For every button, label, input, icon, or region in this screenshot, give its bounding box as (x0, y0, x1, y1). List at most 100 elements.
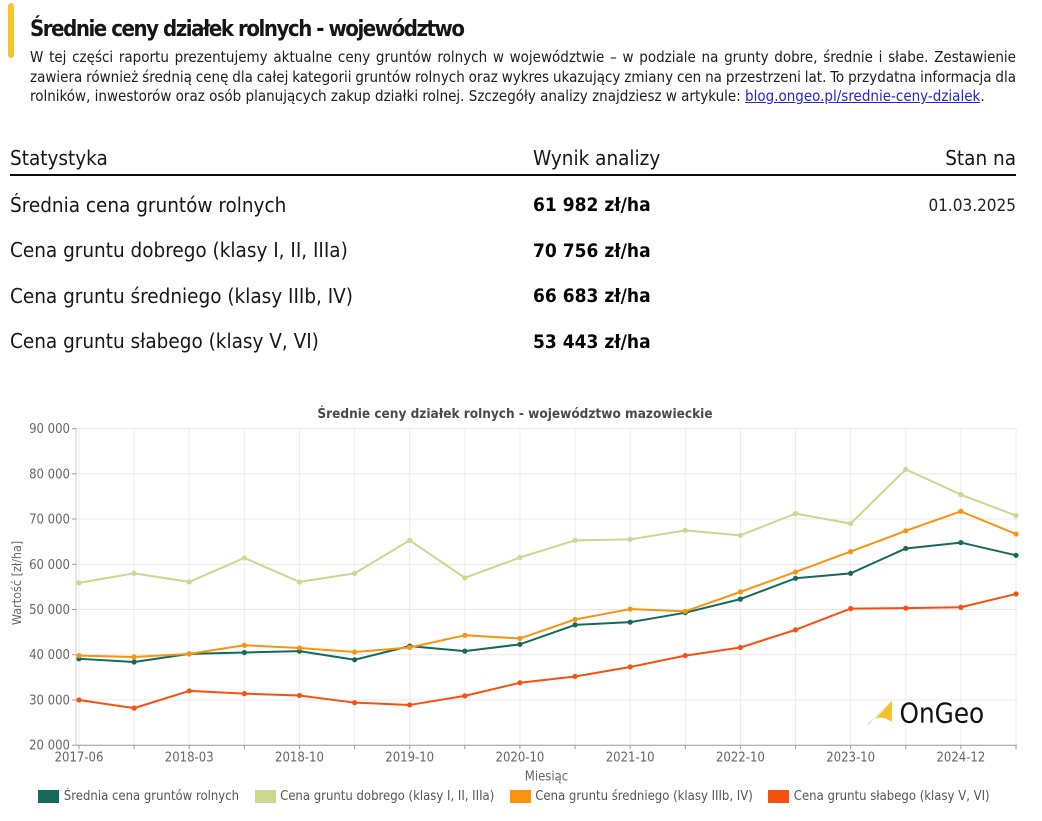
chart-legend: Średnia cena gruntów rolnych Cena gruntu… (0, 789, 1028, 804)
table-row-date: 01.03.2025 (928, 196, 1016, 216)
ongeo-watermark-text: OnGeo (900, 698, 985, 730)
x-axis-title: Miesiąc (525, 770, 568, 785)
x-tick-label: 2023-10 (826, 751, 875, 766)
article-link[interactable]: blog.ongeo.pl/srednie-ceny-dzialek (745, 87, 981, 106)
x-tick-label: 2020-10 (496, 751, 545, 766)
chart-data-point (572, 616, 578, 623)
legend-swatch-dobry (254, 790, 276, 803)
chart-data-point (517, 554, 523, 561)
legend-swatch-sredni (509, 790, 531, 803)
legend-item[interactable]: Cena gruntu dobrego (klasy I, II, IIIa) (254, 789, 495, 804)
intro-line-3-period: . (980, 87, 985, 106)
chart-data-point (572, 537, 578, 543)
chart-series-line (78, 468, 1017, 584)
y-tick-label: 90 000 (29, 422, 70, 437)
legend-label-srednia: Średnia cena gruntów rolnych (63, 789, 240, 804)
chart-data-point (131, 705, 137, 711)
chart-data-point (792, 627, 799, 633)
y-tick-label: 40 000 (29, 648, 70, 663)
chart-data-point (737, 589, 744, 595)
chart-data-point (241, 642, 247, 648)
chart-data-point (792, 575, 799, 581)
chart-data-point (737, 596, 744, 602)
y-tick-label: 30 000 (29, 693, 70, 708)
chart-data-point (627, 619, 633, 625)
chart-data-point (517, 635, 523, 642)
chart-data-point (682, 608, 688, 614)
table-row-value: 61 982 zł/ha (533, 194, 651, 216)
table-header-wynik-analizy: Wynik analizy (533, 146, 661, 170)
table-row-label: Cena gruntu średniego (klasy IIIb, IV) (10, 283, 353, 308)
chart-data-point (958, 604, 964, 610)
chart-data-point (848, 606, 854, 612)
intro-paragraph: W tej części raportu prezentujemy aktual… (30, 48, 1016, 107)
chart-data-point (627, 664, 633, 670)
chart-data-point (241, 691, 247, 697)
chart-data-point (296, 579, 303, 585)
chart-series-line (78, 592, 1017, 710)
table-row-label: Średnia cena gruntów rolnych (10, 192, 287, 217)
chart-data-point (1013, 513, 1019, 519)
chart-data-point (517, 641, 523, 647)
chart-data-point (186, 688, 192, 694)
chart-data-point (351, 570, 358, 576)
chart-data-point (903, 528, 909, 534)
intro-line-3-text: rolników, inwestorów oraz osób planujący… (30, 87, 746, 106)
chart-data-point (462, 693, 468, 699)
chart-data-point (1013, 591, 1019, 597)
table-header-stan-na: Stan na (945, 146, 1016, 170)
y-axis-title: Wartość [zł/ha] (9, 541, 24, 625)
table-header-rule (10, 174, 1016, 177)
chart-data-point (407, 644, 413, 651)
y-tick-label: 80 000 (29, 467, 70, 482)
chart-data-point (572, 622, 578, 628)
chart-data-point (186, 579, 192, 585)
table-row-label: Cena gruntu słabego (klasy V, VI) (10, 329, 319, 354)
x-tick-label: 2024-12 (936, 751, 985, 766)
ongeo-logo-sail-icon (871, 698, 894, 725)
legend-item[interactable]: Cena gruntu średniego (klasy IIIb, IV) (509, 789, 753, 804)
y-tick-label: 60 000 (29, 558, 70, 573)
table-header-statystyka: Statystyka (10, 146, 108, 170)
legend-item[interactable]: Średnia cena gruntów rolnych (38, 789, 239, 804)
chart-data-point (131, 659, 137, 665)
chart-data-point (848, 520, 854, 527)
chart-data-point (462, 632, 468, 638)
x-tick-label: 2017-06 (55, 751, 104, 766)
chart-data-point (407, 537, 413, 543)
legend-swatch-srednia (38, 790, 60, 803)
intro-line-3: rolników, inwestorów oraz osób planujący… (30, 87, 1016, 107)
x-tick-label: 2019-10 (385, 751, 434, 766)
chart-data-point (903, 466, 909, 472)
y-tick-label: 50 000 (29, 603, 70, 618)
y-tick-label: 20 000 (29, 739, 70, 754)
chart-data-point (351, 657, 358, 663)
x-tick-label: 2021-10 (606, 751, 655, 766)
chart-data-point (958, 492, 964, 498)
chart-data-point (462, 648, 468, 654)
price-history-line-chart: Średnie ceny działek rolnych - województ… (9, 404, 1019, 785)
legend-label-slaby: Cena gruntu słabego (klasy V, VI) (793, 789, 990, 804)
x-tick-label: 2022-10 (716, 751, 765, 766)
chart-data-point (131, 570, 137, 576)
chart-data-point (572, 673, 578, 680)
title-accent-bar (8, 3, 14, 58)
chart-data-point (848, 549, 854, 555)
table-row-value: 70 756 zł/ha (533, 239, 651, 262)
intro-line-1: W tej części raportu prezentujemy aktual… (30, 48, 1016, 66)
chart-data-point (682, 527, 688, 533)
legend-label-sredni: Cena gruntu średniego (klasy IIIb, IV) (535, 789, 753, 804)
chart-data-point (351, 649, 358, 655)
legend-label-dobry: Cena gruntu dobrego (klasy I, II, IIIa) (280, 789, 495, 804)
chart-series-line (78, 541, 1017, 663)
chart-data-point (737, 532, 744, 538)
page-title: Średnie ceny działek rolnych - województ… (30, 17, 465, 42)
chart-data-point (407, 702, 413, 708)
chart-data-point (76, 697, 82, 703)
chart-data-point (131, 654, 137, 660)
table-row-value: 53 443 zł/ha (533, 330, 651, 353)
chart-data-point (186, 651, 192, 657)
legend-item[interactable]: Cena gruntu słabego (klasy V, VI) (768, 789, 990, 804)
x-tick-label: 2018-03 (165, 751, 214, 766)
chart-data-point (848, 570, 854, 576)
